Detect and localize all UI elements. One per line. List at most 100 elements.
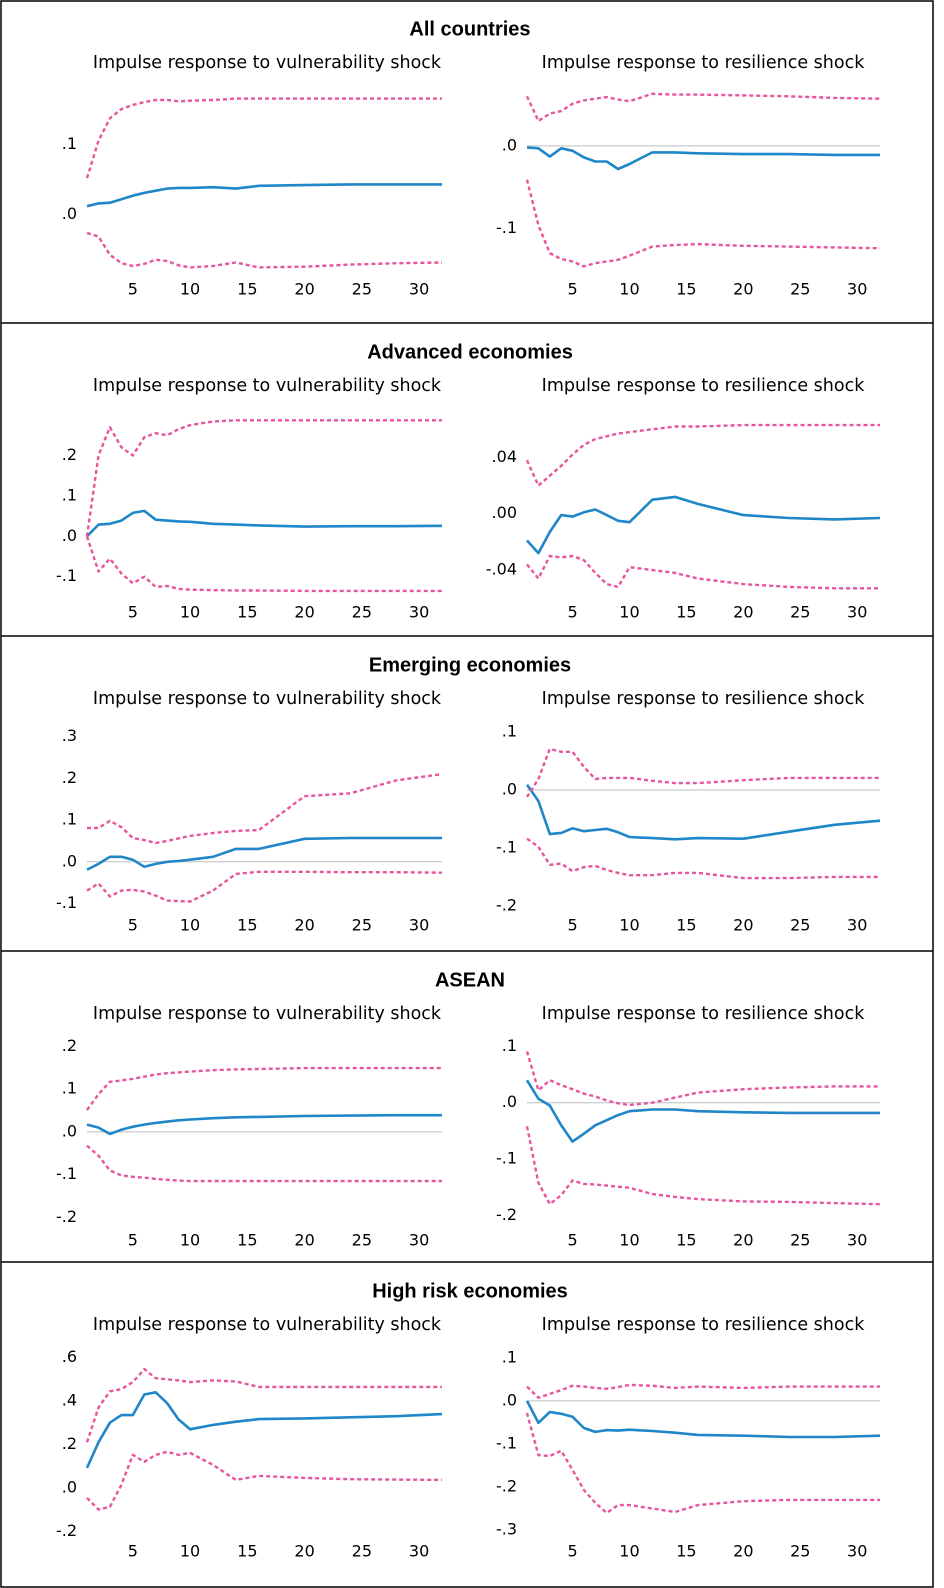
y-tick-label: .1 — [62, 810, 77, 829]
panel-title: ASEAN — [435, 969, 505, 991]
y-tick-label: .0 — [502, 1092, 517, 1111]
y-tick-label: -.2 — [496, 895, 517, 914]
x-tick-label: 25 — [790, 1231, 810, 1250]
confidence-band — [87, 772, 443, 845]
x-tick-label: 15 — [237, 1542, 257, 1561]
impulse-response — [525, 1079, 880, 1143]
x-tick-label: 25 — [352, 603, 372, 622]
y-tick-label: -.2 — [56, 1521, 77, 1540]
x-tick-label: 10 — [619, 280, 639, 299]
x-tick-label: 5 — [128, 916, 138, 935]
impulse-response — [526, 495, 881, 555]
x-tick-label: 30 — [409, 916, 429, 935]
y-tick-label: .0 — [502, 780, 517, 799]
x-tick-label: 5 — [567, 603, 577, 622]
x-tick-label: 5 — [567, 280, 577, 299]
x-tick-label: 5 — [128, 1231, 138, 1250]
y-tick-label: .1 — [502, 1036, 517, 1055]
confidence-band — [526, 1383, 880, 1399]
confidence-band — [85, 535, 442, 593]
y-tick-label: .0 — [502, 1390, 517, 1409]
y-tick-label: -.1 — [56, 566, 77, 585]
x-tick-label: 15 — [237, 603, 257, 622]
y-tick-label: .1 — [62, 1079, 77, 1098]
x-tick-label: 5 — [567, 1231, 577, 1250]
confidence-band — [525, 423, 880, 487]
x-tick-label: 20 — [733, 1542, 753, 1561]
confidence-band — [525, 92, 881, 123]
chart-title: Impulse response to vulnerability shock — [93, 1004, 442, 1024]
chart-title: Impulse response to vulnerability shock — [93, 689, 442, 709]
y-tick-label: .04 — [492, 447, 517, 466]
y-tick-label: .0 — [62, 851, 77, 870]
x-tick-label: 30 — [847, 603, 867, 622]
y-tick-label: -.1 — [496, 837, 517, 856]
panel-title: Emerging economies — [369, 654, 571, 676]
y-tick-label: -.2 — [496, 1477, 517, 1496]
x-tick-label: 20 — [733, 916, 753, 935]
y-tick-label: .1 — [62, 485, 77, 504]
x-tick-label: 15 — [676, 1231, 696, 1250]
x-tick-label: 30 — [847, 916, 867, 935]
confidence-band — [525, 1412, 880, 1515]
x-tick-label: 25 — [790, 916, 810, 935]
y-tick-label: .00 — [492, 503, 517, 522]
x-tick-label: 20 — [294, 916, 314, 935]
x-tick-label: 5 — [128, 1542, 138, 1561]
y-tick-label: .1 — [62, 134, 77, 153]
impulse-response — [525, 784, 881, 841]
x-tick-label: 30 — [409, 1231, 429, 1250]
x-tick-label: 15 — [676, 280, 696, 299]
y-tick-label: .1 — [502, 1347, 517, 1366]
x-tick-label: 20 — [294, 280, 314, 299]
chart-title: Impulse response to vulnerability shock — [93, 376, 442, 396]
x-tick-label: 20 — [733, 280, 753, 299]
x-tick-label: 30 — [847, 1542, 867, 1561]
y-tick-label: .6 — [62, 1347, 77, 1366]
x-tick-label: 15 — [237, 1231, 257, 1250]
x-tick-label: 5 — [128, 603, 138, 622]
x-tick-label: 20 — [294, 1231, 314, 1250]
confidence-band — [85, 1367, 442, 1443]
chart-title: Impulse response to resilience shock — [542, 1315, 866, 1335]
panel-title: All countries — [409, 18, 530, 40]
confidence-band — [86, 231, 443, 269]
x-tick-label: 30 — [847, 1231, 867, 1250]
y-tick-label: .0 — [62, 204, 77, 223]
y-tick-label: .3 — [62, 726, 77, 745]
x-tick-label: 25 — [790, 280, 810, 299]
impulse-response — [86, 836, 442, 871]
impulse-response — [525, 1400, 881, 1439]
confidence-band — [526, 554, 880, 590]
x-tick-label: 10 — [180, 603, 200, 622]
chart-title: Impulse response to resilience shock — [542, 376, 866, 396]
confidence-band — [525, 179, 881, 268]
x-tick-label: 15 — [676, 603, 696, 622]
x-tick-label: 10 — [619, 603, 639, 622]
confidence-band — [85, 97, 442, 179]
y-tick-label: -.1 — [496, 218, 517, 237]
x-tick-label: 30 — [409, 1542, 429, 1561]
x-tick-label: 10 — [180, 1231, 200, 1250]
x-tick-label: 10 — [180, 1542, 200, 1561]
y-tick-label: -.1 — [56, 893, 77, 912]
confidence-band — [86, 870, 443, 903]
y-tick-label: .0 — [62, 1121, 77, 1140]
x-tick-label: 15 — [237, 916, 257, 935]
x-tick-label: 15 — [676, 1542, 696, 1561]
chart-title: Impulse response to resilience shock — [542, 1004, 866, 1024]
x-tick-label: 10 — [619, 1542, 639, 1561]
impulse-response — [86, 1113, 442, 1136]
confidence-band — [525, 1051, 880, 1107]
panel-title: Advanced economies — [367, 341, 573, 363]
x-tick-label: 25 — [352, 280, 372, 299]
x-tick-label: 20 — [733, 603, 753, 622]
x-tick-label: 30 — [847, 280, 867, 299]
chart-title: Impulse response to vulnerability shock — [93, 1315, 442, 1335]
x-tick-label: 5 — [567, 916, 577, 935]
y-tick-label: -.04 — [486, 560, 517, 579]
confidence-band — [86, 1450, 443, 1511]
confidence-band — [86, 1144, 442, 1183]
